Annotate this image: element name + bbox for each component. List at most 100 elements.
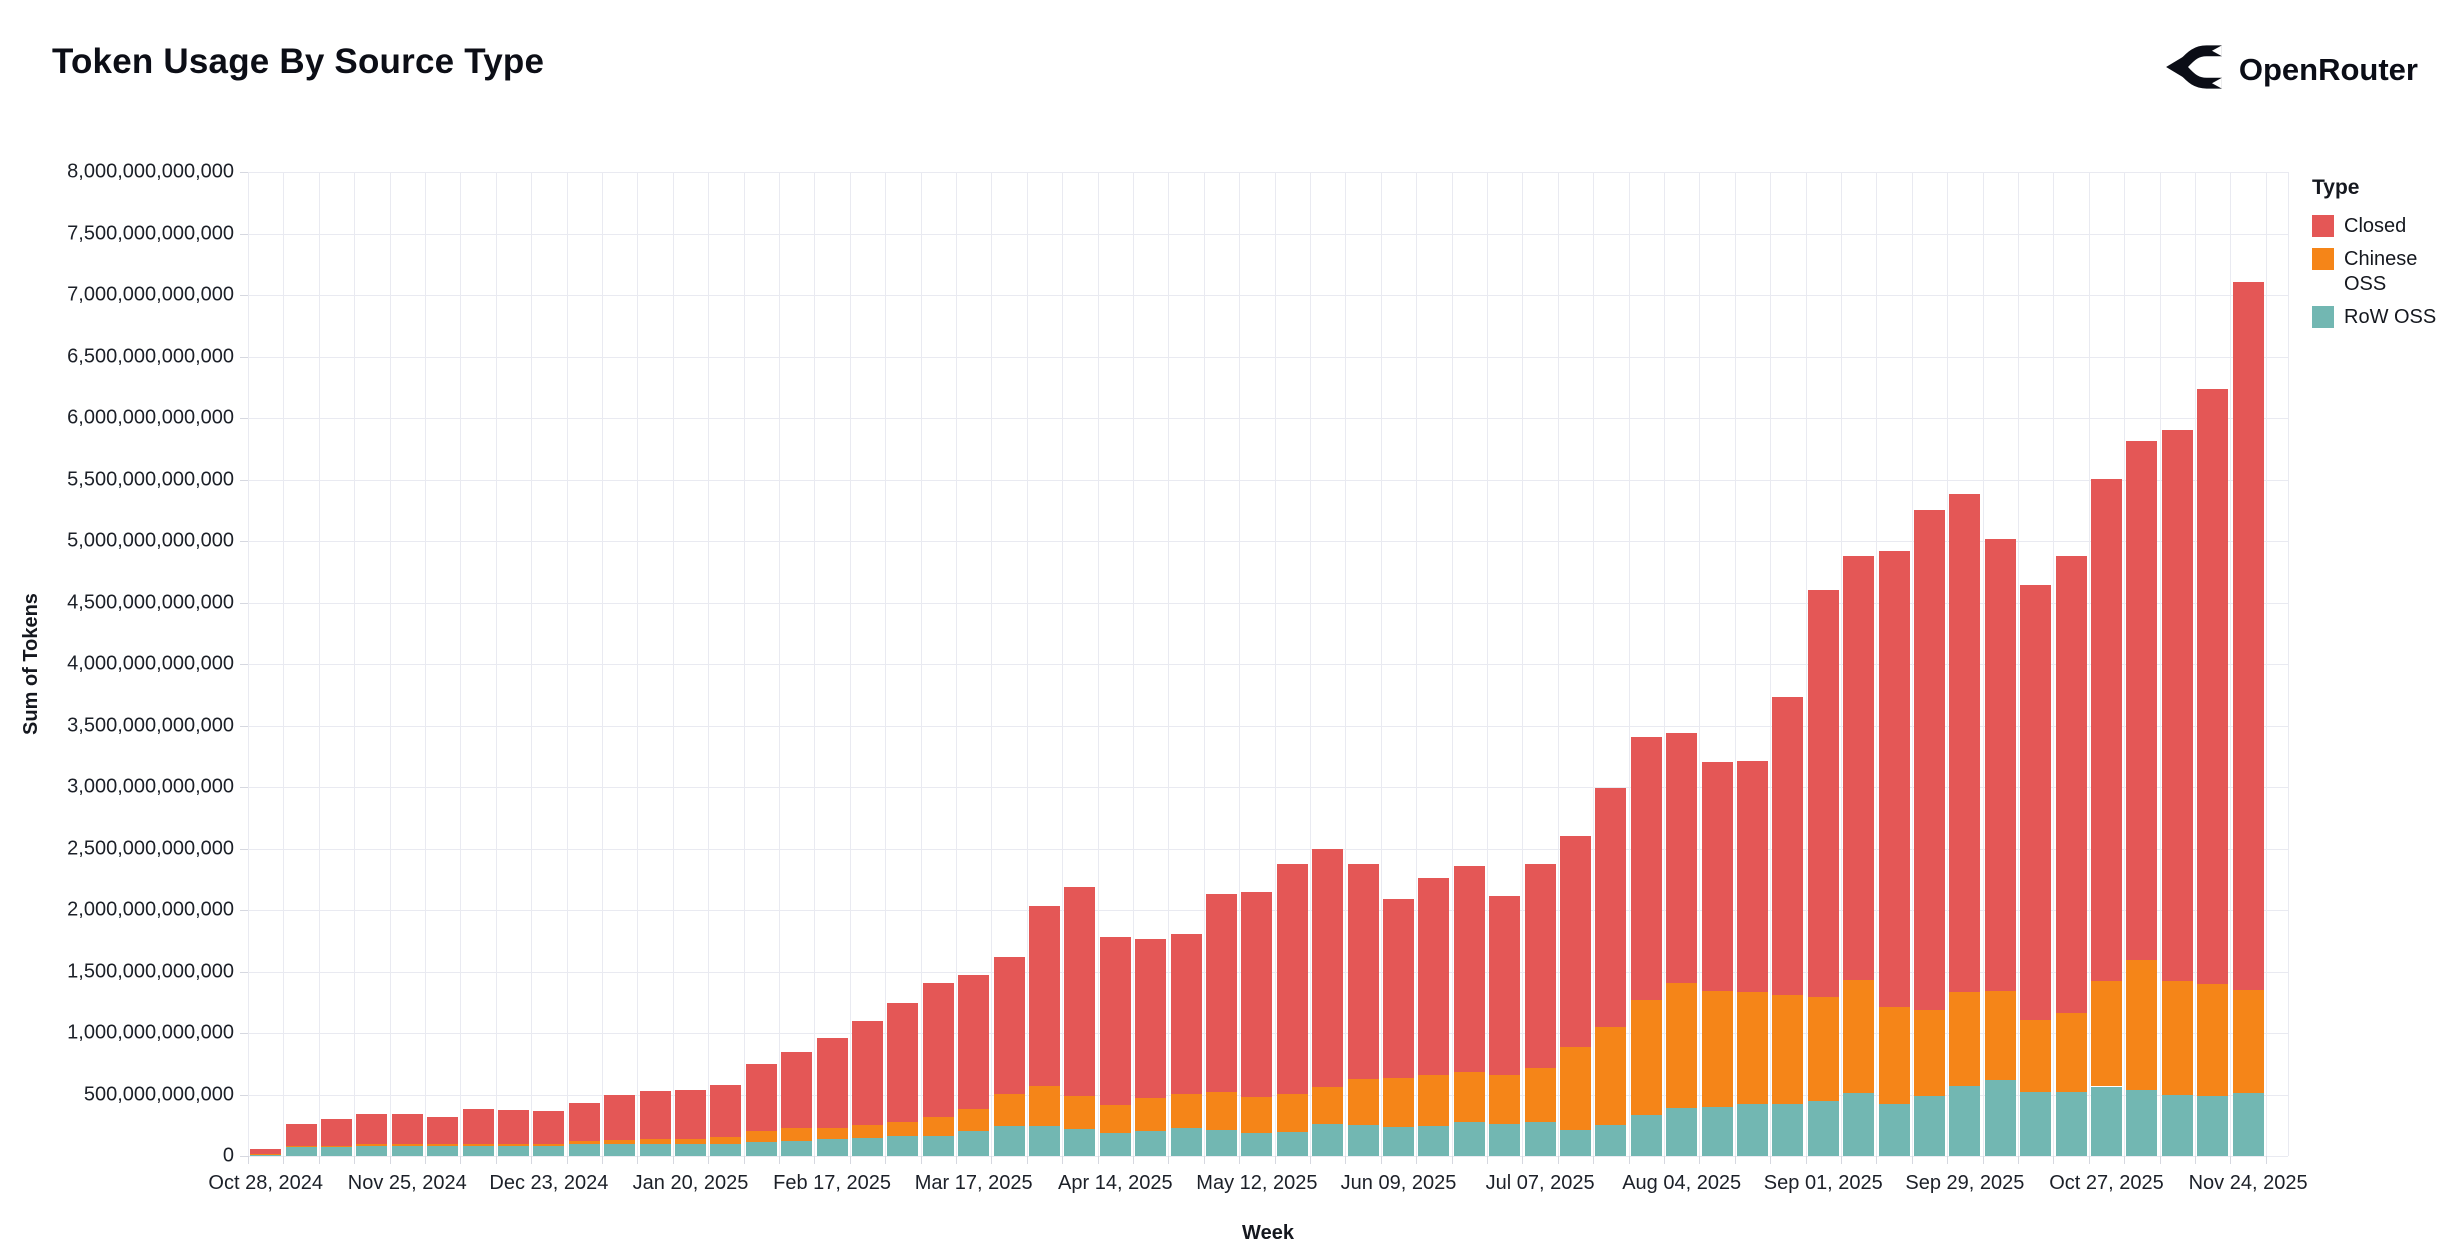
bar-segment[interactable] (2197, 983, 2229, 1097)
bar-segment[interactable] (1418, 878, 1450, 1076)
bar-segment[interactable] (710, 1136, 742, 1144)
bar-segment[interactable] (1737, 761, 1768, 992)
bar-segment[interactable] (250, 1149, 282, 1154)
bar-segment[interactable] (2091, 478, 2122, 982)
bar-segment[interactable] (1595, 1124, 1627, 1156)
bar-segment[interactable] (958, 1131, 990, 1156)
bar-segment[interactable] (1029, 905, 1060, 1086)
bar-segment[interactable] (2197, 389, 2229, 984)
bar-segment[interactable] (1170, 933, 1202, 1094)
bar-segment[interactable] (2126, 441, 2158, 961)
bar-segment[interactable] (427, 1145, 459, 1156)
bar-segment[interactable] (2055, 1092, 2087, 1156)
bar-segment[interactable] (285, 1145, 317, 1147)
bar-segment[interactable] (675, 1144, 706, 1156)
bar-segment[interactable] (958, 1108, 990, 1132)
bar-segment[interactable] (1701, 990, 1733, 1108)
bar-segment[interactable] (1666, 983, 1698, 1109)
bar-segment[interactable] (462, 1143, 494, 1146)
bar-segment[interactable] (1383, 1077, 1414, 1128)
bar-segment[interactable] (1312, 1124, 1344, 1156)
bar-segment[interactable] (781, 1140, 813, 1156)
bar-segment[interactable] (391, 1145, 423, 1156)
bar-segment[interactable] (356, 1113, 388, 1145)
bar-segment[interactable] (250, 1153, 282, 1155)
bar-segment[interactable] (852, 1125, 883, 1139)
bar-segment[interactable] (1737, 991, 1768, 1105)
bar-segment[interactable] (675, 1089, 706, 1139)
bar-segment[interactable] (1560, 1129, 1591, 1156)
legend-item-row-oss[interactable]: RoW OSS (2312, 305, 2444, 330)
bar-segment[interactable] (1843, 980, 1875, 1094)
bar-segment[interactable] (993, 1093, 1025, 1127)
bar-segment[interactable] (1524, 1068, 1556, 1123)
bar-segment[interactable] (1206, 894, 1237, 1093)
bar-segment[interactable] (1418, 1075, 1450, 1127)
bar-segment[interactable] (639, 1144, 671, 1156)
bar-segment[interactable] (533, 1111, 565, 1144)
bar-segment[interactable] (1489, 1074, 1521, 1124)
bar-segment[interactable] (1560, 1046, 1591, 1130)
bar-segment[interactable] (922, 1136, 954, 1156)
bar-segment[interactable] (2126, 1089, 2158, 1156)
bar-segment[interactable] (958, 974, 990, 1109)
bar-segment[interactable] (1807, 996, 1839, 1102)
bar-segment[interactable] (745, 1141, 777, 1156)
bar-segment[interactable] (639, 1091, 671, 1140)
bar-segment[interactable] (1701, 1107, 1733, 1156)
bar-segment[interactable] (1418, 1126, 1450, 1156)
bar-segment[interactable] (2161, 1095, 2193, 1156)
bar-segment[interactable] (1630, 1000, 1662, 1115)
bar-segment[interactable] (1383, 1127, 1414, 1156)
bar-segment[interactable] (321, 1146, 352, 1156)
bar-segment[interactable] (1170, 1093, 1202, 1129)
bar-segment[interactable] (285, 1146, 317, 1156)
bar-segment[interactable] (1807, 1101, 1839, 1156)
bar-segment[interactable] (1772, 1103, 1804, 1156)
bar-segment[interactable] (1489, 1124, 1521, 1156)
bar-segment[interactable] (993, 956, 1025, 1094)
bar-segment[interactable] (1206, 1092, 1237, 1131)
bar-segment[interactable] (1312, 1086, 1344, 1124)
bar-segment[interactable] (1241, 891, 1273, 1097)
bar-segment[interactable] (462, 1145, 494, 1156)
bar-segment[interactable] (1984, 990, 2016, 1081)
bar-segment[interactable] (1737, 1104, 1768, 1156)
bar-segment[interactable] (1949, 992, 1981, 1086)
bar-segment[interactable] (1595, 788, 1627, 1028)
bar-segment[interactable] (887, 1136, 919, 1156)
bar-segment[interactable] (1312, 848, 1344, 1087)
bar-segment[interactable] (1843, 555, 1875, 981)
bar-segment[interactable] (816, 1127, 848, 1140)
bar-segment[interactable] (1347, 863, 1379, 1079)
bar-segment[interactable] (1099, 1133, 1131, 1156)
bar-segment[interactable] (781, 1052, 813, 1129)
bar-segment[interactable] (1347, 1125, 1379, 1156)
bar-segment[interactable] (1984, 1080, 2016, 1156)
bar-segment[interactable] (922, 1116, 954, 1137)
bar-segment[interactable] (427, 1144, 459, 1146)
bar-segment[interactable] (1170, 1128, 1202, 1156)
bar-segment[interactable] (887, 1121, 919, 1137)
bar-segment[interactable] (1524, 1122, 1556, 1156)
bar-segment[interactable] (1630, 736, 1662, 1001)
bar-segment[interactable] (1807, 589, 1839, 997)
bar-segment[interactable] (2161, 429, 2193, 981)
bar-segment[interactable] (1489, 896, 1521, 1075)
bar-segment[interactable] (993, 1126, 1025, 1156)
bar-segment[interactable] (1914, 1009, 1945, 1096)
bar-segment[interactable] (710, 1084, 742, 1137)
bar-segment[interactable] (2232, 989, 2264, 1094)
bar-segment[interactable] (745, 1131, 777, 1142)
bar-segment[interactable] (1276, 1132, 1308, 1156)
legend-item-closed[interactable]: Closed (2312, 214, 2444, 239)
bar-segment[interactable] (1630, 1114, 1662, 1156)
bar-segment[interactable] (1453, 865, 1485, 1072)
legend-item-chinese-oss[interactable]: Chinese OSS (2312, 247, 2444, 297)
bar-segment[interactable] (356, 1144, 388, 1146)
bar-segment[interactable] (1453, 1071, 1485, 1122)
bar-segment[interactable] (2126, 960, 2158, 1090)
bar-segment[interactable] (816, 1037, 848, 1128)
bar-segment[interactable] (781, 1128, 813, 1141)
bar-segment[interactable] (1878, 1103, 1910, 1156)
